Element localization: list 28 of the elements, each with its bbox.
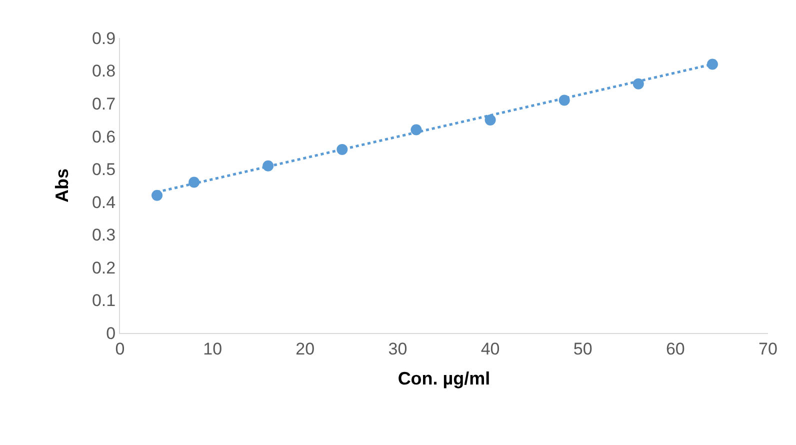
point — [262, 160, 274, 172]
y-tick-label: 0.6 — [92, 127, 116, 146]
y-tick-label: 0.2 — [92, 258, 116, 278]
y-tick-label: 0.1 — [92, 291, 116, 310]
point — [484, 114, 496, 126]
y-tick-label: 0.9 — [92, 28, 116, 48]
y-axis-title: Abs — [52, 168, 72, 203]
x-tick-label: 30 — [388, 339, 408, 358]
x-tick-label: 10 — [203, 339, 222, 358]
y-tick-label: 0.5 — [92, 160, 116, 180]
x-tick-label: 60 — [666, 339, 685, 358]
y-tick-label: 0 — [106, 324, 116, 343]
point — [410, 124, 422, 136]
x-tick-label: 70 — [758, 339, 778, 358]
point — [336, 144, 348, 155]
x-tick-label: 20 — [296, 339, 315, 358]
point — [558, 94, 570, 106]
y-tick-label: 0.4 — [92, 192, 116, 212]
y-tick-label: 0.3 — [92, 226, 116, 245]
point — [706, 58, 718, 70]
y-tick-label: 0.7 — [92, 94, 116, 114]
point — [188, 176, 200, 188]
y-tick-label: 0.8 — [92, 62, 116, 81]
x-tick-label: 40 — [480, 339, 500, 358]
x-axis-title: Con. µg/ml — [398, 368, 490, 388]
point — [152, 190, 163, 201]
x-tick-label: 50 — [573, 339, 592, 358]
point — [632, 78, 644, 90]
